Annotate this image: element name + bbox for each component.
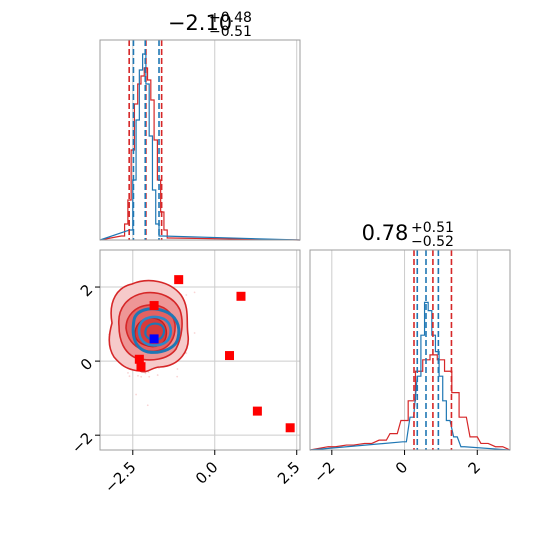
marker-square-red	[252, 406, 262, 416]
sample-dot	[135, 393, 138, 396]
marginal-panel-y: 0.78 +0.51 −0.52 −2 0 2	[309, 220, 511, 486]
sample-dot	[193, 291, 196, 294]
axes-frame	[99, 249, 301, 451]
y-tick-label: 0	[77, 355, 96, 374]
title-upper-error: +0.48	[209, 10, 252, 26]
quantile-lines	[128, 40, 163, 240]
grid-lines	[331, 250, 478, 450]
panel-title: 0.78	[362, 221, 409, 245]
histogram-red	[99, 67, 301, 241]
x-tick-label: 0	[392, 458, 411, 477]
marginal-panel-x: −2.10 +0.48 −0.51	[99, 10, 301, 241]
sample-dot	[137, 374, 139, 377]
marker-square-red	[174, 275, 184, 285]
marker-points	[134, 275, 295, 433]
sample-dot	[128, 375, 131, 378]
axes-frame	[309, 249, 511, 451]
marker-square-red	[149, 301, 159, 311]
axes-frame	[99, 39, 301, 241]
sample-dot	[144, 372, 147, 375]
x-tick-labels: −2 0 2	[310, 450, 484, 486]
x-tick-labels: −2.5 0.0 2.5	[101, 450, 304, 497]
quantile-lines	[413, 250, 453, 450]
sample-dot	[140, 375, 143, 378]
sample-dot	[185, 352, 188, 355]
x-tick-label: 0.0	[192, 458, 222, 488]
histogram-series	[99, 53, 301, 241]
sample-dot	[148, 375, 151, 378]
x-tick-label: 2.5	[274, 458, 304, 488]
sample-dot	[146, 404, 149, 407]
sample-dot	[127, 371, 129, 374]
sample-dot	[185, 294, 188, 296]
sample-dot	[176, 368, 179, 370]
x-tick-label: −2	[310, 458, 338, 486]
joint-panel: −2 0 2 −2.5 0.0 2.5	[68, 249, 304, 497]
marker-square-red	[236, 291, 246, 301]
y-tick-labels: −2 0 2	[68, 281, 100, 457]
title-value: 0.78	[362, 221, 409, 245]
x-tick-label: 2	[465, 458, 484, 477]
title-lower-error: −0.52	[411, 234, 454, 250]
marker-square-red	[134, 354, 144, 364]
sample-dot	[176, 375, 179, 378]
marker-square-red	[285, 423, 295, 433]
title-value: −2.10	[168, 11, 232, 35]
marker-square-red	[225, 351, 235, 361]
title-upper-error: +0.51	[411, 220, 454, 236]
histogram-red	[309, 354, 511, 451]
sample-dot	[193, 332, 196, 334]
x-tick-label: −2.5	[101, 458, 139, 496]
histogram-blue	[309, 301, 511, 451]
panel-title: −2.10	[168, 11, 232, 35]
histogram-series	[309, 301, 511, 451]
y-tick-label: 2	[77, 281, 96, 300]
marker-square-blue	[149, 334, 159, 344]
histogram-blue	[99, 53, 301, 241]
y-tick-label: −2	[68, 429, 96, 457]
sample-dot	[156, 374, 159, 376]
marker-square-red	[136, 362, 146, 372]
title-lower-error: −0.51	[209, 24, 252, 40]
sample-dot	[147, 371, 150, 373]
